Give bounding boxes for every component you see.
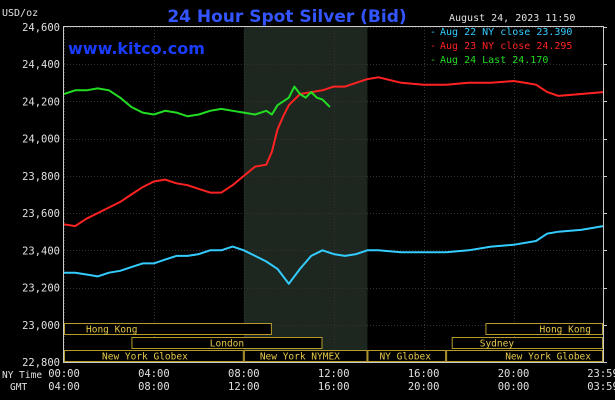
market-bar-label: NY Globex	[379, 352, 431, 363]
watermark: www.kitco.com	[68, 39, 205, 58]
unit-label: USD/oz	[2, 8, 38, 19]
market-bar-label: Hong Kong	[86, 325, 137, 336]
x-axis-ticks: 00:0004:0004:0008:0008:0012:0012:0016:00…	[48, 368, 615, 393]
market-bar-label: New York Globex	[505, 352, 591, 363]
x-row1-label: NY Time	[2, 370, 42, 381]
grid	[64, 27, 603, 363]
market-bar: Hong Kong	[64, 323, 272, 336]
nymex-band-rect	[243, 27, 368, 362]
market-bar-box	[131, 337, 323, 349]
market-bar: New York NYMEX	[243, 350, 368, 363]
market-bar-box	[367, 350, 447, 362]
x-tick-gmt: 08:00	[138, 381, 170, 393]
x-tick-ny: 00:00	[48, 368, 80, 380]
market-bar-box	[243, 350, 368, 362]
legend-label: Aug 24 Last 24.170	[440, 55, 548, 66]
plot-frame	[63, 26, 604, 363]
x-tick-gmt: 03:59	[587, 381, 615, 393]
x-tick-ny: 16:00	[408, 368, 440, 380]
y-tick-label: 23,200	[22, 283, 60, 295]
series-line-aug-22	[64, 225, 604, 285]
y-tick-label: 23,000	[22, 320, 60, 332]
series-lines	[63, 76, 604, 285]
legend-label: Aug 23 NY close 24.295	[440, 41, 572, 52]
y-tick-label: 24,400	[22, 59, 60, 71]
market-sessions: Hong Kong Hong Kong London Sydney New York G…	[64, 323, 604, 363]
market-bar-box	[64, 323, 272, 335]
legend-marker: -	[430, 41, 436, 52]
y-tick-label: 24,600	[22, 22, 60, 34]
x-tick-ny: 04:00	[138, 368, 170, 380]
y-tick-label: 24,000	[22, 134, 60, 146]
x-tick-gmt: 00:00	[498, 381, 530, 393]
x-row2-label: GMT	[10, 382, 27, 393]
market-bar-label: Hong Kong	[540, 325, 591, 336]
y-tick-label: 24,200	[22, 96, 60, 108]
market-bar-box	[64, 350, 244, 362]
timestamp: August 24, 2023 11:50	[449, 13, 575, 24]
x-tick-ny: 20:00	[498, 368, 530, 380]
series-line-aug-24	[63, 85, 331, 118]
market-bar: New York Globex	[64, 350, 244, 363]
y-tick-label: 23,400	[22, 245, 60, 257]
market-bar-label: London	[210, 339, 244, 350]
legend-marker: -	[430, 55, 436, 66]
series-line-aug-23	[63, 76, 604, 228]
legend-label: Aug 22 NY close 23.390	[440, 27, 572, 38]
market-bar-label: Sydney	[480, 339, 515, 350]
market-bar: Hong Kong	[485, 323, 603, 336]
chart-title: 24 Hour Spot Silver (Bid)	[167, 7, 406, 27]
x-tick-gmt: 04:00	[48, 381, 80, 393]
market-bar: NY Globex	[367, 350, 447, 363]
legend-marker: -	[430, 27, 436, 38]
market-bar-box	[446, 350, 603, 362]
x-tick-ny: 12:00	[318, 368, 350, 380]
x-tick-gmt: 20:00	[408, 381, 440, 393]
legend: - Aug 22 NY close 23.390- Aug 23 NY close …	[430, 27, 572, 66]
market-bar-box	[451, 337, 604, 349]
market-bar-label: New York NYMEX	[260, 352, 340, 363]
market-bar-label: New York Globex	[102, 352, 188, 363]
market-bar: New York Globex	[446, 350, 603, 363]
x-tick-gmt: 16:00	[318, 381, 350, 393]
y-axis-ticks: 24,600 24,400 24,200 24,000 23,800 23,600 23,4…	[22, 22, 607, 369]
y-tick-label: 23,600	[22, 208, 60, 220]
x-tick-ny: 08:00	[228, 368, 260, 380]
y-tick-label: 22,800	[22, 357, 60, 369]
x-tick-ny: 23:59	[587, 368, 615, 380]
market-bar: Sydney	[451, 337, 604, 350]
market-bar: London	[131, 337, 323, 350]
x-tick-gmt: 12:00	[228, 381, 260, 393]
y-tick-label: 23,800	[22, 171, 60, 183]
nymex-band	[243, 27, 368, 362]
market-bar-box	[485, 323, 603, 335]
